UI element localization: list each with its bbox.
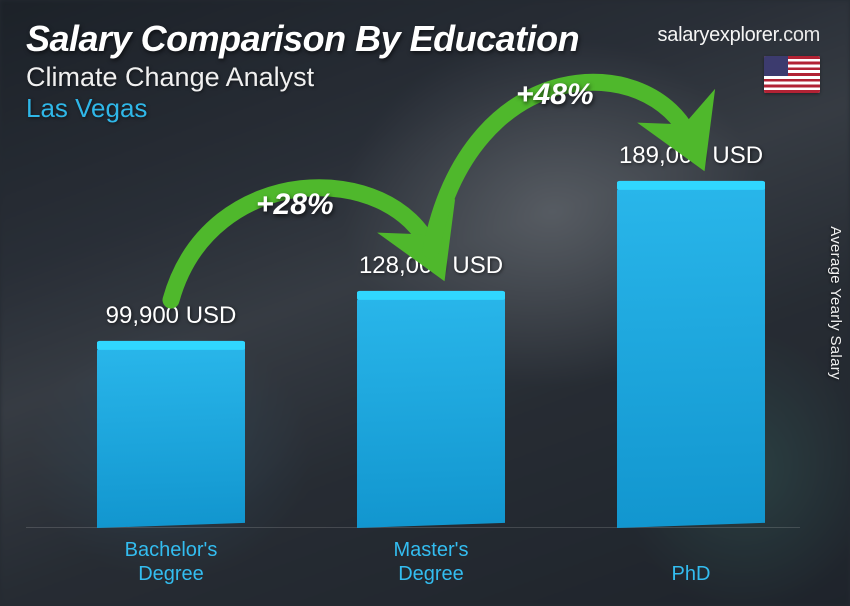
bar-value-label: 189,000 USD bbox=[581, 142, 801, 170]
y-axis-label: Average Yearly Salary bbox=[827, 226, 844, 380]
pct-increase-label: +28% bbox=[256, 188, 334, 222]
brand-logo-text: salaryexplorer.com bbox=[658, 24, 820, 47]
country-flag-icon bbox=[764, 56, 820, 93]
bar-shape bbox=[97, 343, 245, 528]
job-subtitle: Climate Change Analyst bbox=[26, 62, 824, 93]
bar-value-label: 99,900 USD bbox=[61, 302, 281, 330]
bar-shape bbox=[617, 183, 765, 528]
infographic-container: Salary Comparison By Education Climate C… bbox=[0, 0, 850, 606]
pct-increase-label: +48% bbox=[516, 78, 594, 112]
bar-category-label: Bachelor'sDegree bbox=[86, 538, 256, 586]
bar-chart: Bachelor'sDegree 99,900 USD Master'sDegree… bbox=[26, 140, 800, 586]
location-label: Las Vegas bbox=[26, 93, 824, 124]
brand-name: salaryexplorer bbox=[658, 24, 778, 46]
brand-suffix: .com bbox=[778, 24, 820, 46]
header: Salary Comparison By Education Climate C… bbox=[26, 18, 824, 124]
bar-category-label: PhD bbox=[606, 562, 776, 586]
bar-value-label: 128,000 USD bbox=[321, 252, 541, 280]
bar-shape bbox=[357, 293, 505, 528]
bar-category-label: Master'sDegree bbox=[346, 538, 516, 586]
